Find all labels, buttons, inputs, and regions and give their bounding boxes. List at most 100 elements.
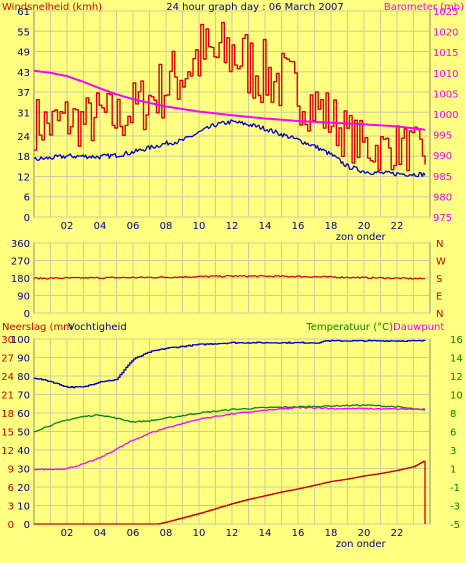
rain-tick-label: 12: [1, 446, 14, 457]
x-tick-label: 14: [259, 221, 272, 232]
left-tick-label: 31: [17, 108, 30, 119]
right-tick-label: 1005: [433, 89, 458, 100]
sunset-label: zon onder: [336, 539, 387, 550]
humidity-tick-label: 0: [24, 520, 30, 531]
x-tick-label: 22: [391, 221, 404, 232]
temperature-tick-label: 8: [450, 409, 456, 420]
temperature-tick-label: 10: [450, 391, 463, 402]
right-tick-label: 1025: [433, 7, 458, 18]
x-tick-label: 02: [61, 528, 74, 539]
temperature-tick-label: 3: [450, 446, 456, 457]
temperature-tick-label: -3: [450, 502, 460, 513]
right-tick-label: 1020: [433, 28, 458, 39]
direction-tick-label: 360: [11, 239, 30, 250]
humidity-tick-label: 10: [17, 502, 30, 513]
x-tick-label: 18: [325, 528, 338, 539]
direction-tick-label: 270: [11, 257, 30, 268]
rain-tick-label: 27: [1, 354, 14, 365]
humidity-tick-label: 30: [17, 465, 30, 476]
humidity-tick-label: 40: [17, 446, 30, 457]
right-tick-label: 985: [433, 172, 452, 183]
rain-axis-title: Neerslag (mm: [2, 322, 73, 333]
humidity-tick-label: 20: [17, 483, 30, 494]
compass-label: N: [436, 309, 443, 320]
left-tick-label: 0: [24, 213, 30, 224]
x-tick-label: 02: [61, 221, 74, 232]
rain-tick-label: 21: [1, 391, 14, 402]
rain-tick-label: 30: [1, 335, 14, 346]
temperature-tick-label: -5: [450, 520, 460, 531]
x-tick-label: 10: [193, 221, 206, 232]
left-tick-label: 43: [17, 68, 30, 79]
x-tick-label: 20: [358, 528, 371, 539]
temperature-tick-label: -1: [450, 483, 460, 494]
humidity-tick-label: 70: [17, 391, 30, 402]
x-tick-label: 22: [391, 528, 404, 539]
x-tick-label: 12: [226, 528, 239, 539]
rain-tick-label: 9: [8, 465, 14, 476]
humidity-tick-label: 90: [17, 354, 30, 365]
left-tick-label: 6: [24, 193, 30, 204]
x-tick-label: 06: [127, 528, 140, 539]
left-tick-label: 55: [17, 27, 30, 38]
rain-tick-label: 6: [8, 483, 14, 494]
x-tick-label: 18: [325, 221, 338, 232]
rain-tick-label: 18: [1, 409, 14, 420]
humidity-line: [34, 339, 426, 389]
rainfall-line: [34, 460, 426, 525]
rain-tick-label: 3: [8, 502, 14, 513]
x-tick-label: 04: [94, 221, 107, 232]
wind-direction-line: [33, 274, 426, 280]
barometer-line: [33, 69, 426, 131]
x-tick-label: 04: [94, 528, 107, 539]
right-tick-label: 980: [433, 192, 452, 203]
rain-tick-label: 24: [1, 372, 14, 383]
left-tick-label: 12: [17, 172, 30, 183]
compass-label: S: [436, 274, 442, 285]
left-axis-title: Windsnelheid (kmh): [2, 2, 102, 13]
x-tick-label: 12: [226, 221, 239, 232]
right-tick-label: 995: [433, 131, 452, 142]
left-tick-label: 37: [17, 88, 30, 99]
humidity-tick-label: 60: [17, 409, 30, 420]
temperature-tick-label: 16: [450, 335, 463, 346]
direction-tick-label: 0: [24, 309, 30, 320]
wind-speed-line: [33, 119, 426, 178]
left-tick-label: 18: [17, 152, 30, 163]
right-tick-label: 990: [433, 151, 452, 162]
temperature-tick-label: 1: [450, 465, 456, 476]
x-tick-label: 10: [193, 528, 206, 539]
chart-title: 24 hour graph day : 06 March 2007: [166, 2, 344, 13]
right-tick-label: 975: [433, 213, 452, 224]
temperature-line: [33, 403, 426, 433]
right-axis-title: Barometer (mb): [384, 2, 464, 13]
x-tick-label: 16: [292, 221, 305, 232]
left-tick-label: 49: [17, 48, 30, 59]
direction-tick-label: 180: [11, 274, 30, 285]
right-tick-label: 1000: [433, 110, 458, 121]
temperature-tick-label: 12: [450, 372, 463, 383]
temperature-tick-label: 6: [450, 428, 456, 439]
rain-tick-label: 15: [1, 428, 14, 439]
wind-gust-line: [34, 21, 426, 172]
left-tick-label: 24: [17, 132, 30, 143]
right-tick-label: 1010: [433, 69, 458, 80]
x-tick-label: 08: [160, 528, 173, 539]
x-tick-label: 20: [358, 221, 371, 232]
dewpoint-axis-title: Dauwpunt: [393, 322, 444, 333]
humidity-axis-title: Vochtigheid: [68, 322, 127, 333]
x-tick-label: 08: [160, 221, 173, 232]
compass-label: E: [436, 292, 442, 303]
temperature-axis-title: Temperatuur (°C): [305, 322, 393, 333]
x-tick-label: 16: [292, 528, 305, 539]
sunset-label: zon onder: [336, 232, 387, 243]
rain-tick-label: 0: [8, 520, 14, 531]
temperature-tick-label: 14: [450, 354, 463, 365]
left-tick-label: 61: [17, 7, 30, 18]
humidity-tick-label: 50: [17, 428, 30, 439]
compass-label: N: [436, 239, 443, 250]
direction-tick-label: 90: [17, 292, 30, 303]
x-tick-label: 06: [127, 221, 140, 232]
